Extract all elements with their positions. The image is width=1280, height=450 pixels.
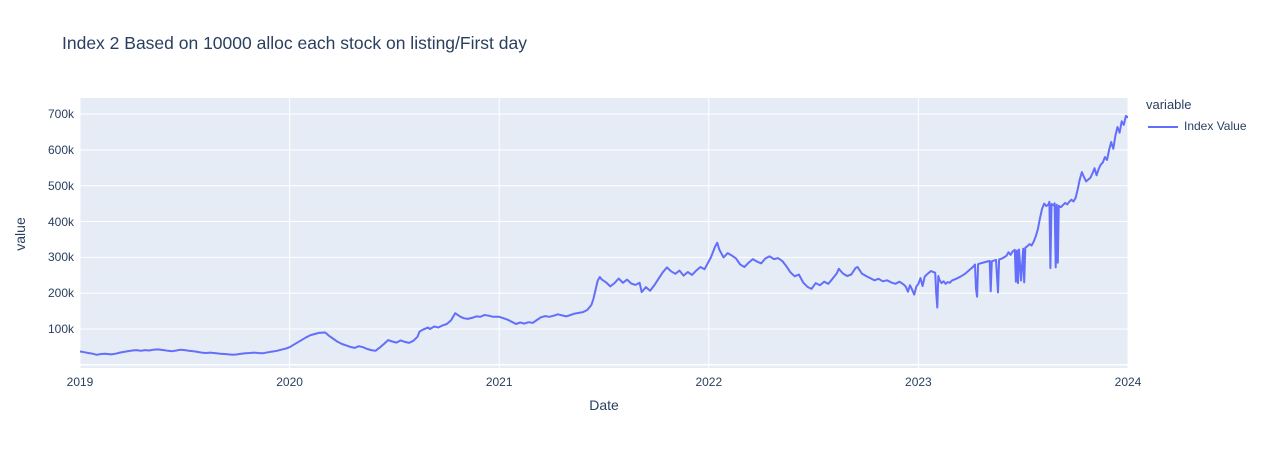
plot-area[interactable] [80, 98, 1128, 368]
index-value-line[interactable] [80, 114, 1128, 356]
chart-title: Index 2 Based on 10000 alloc each stock … [62, 33, 527, 53]
y-tick-label: 200k [47, 286, 74, 301]
x-tick-label: 2022 [695, 375, 723, 389]
x-axis-title: Date [589, 397, 619, 413]
x-tick-label: 2020 [276, 375, 303, 389]
legend-item-index-value[interactable]: Index Value [1148, 119, 1247, 134]
y-tick-label: 600k [47, 142, 74, 157]
y-tick-label: 500k [47, 178, 74, 193]
legend-title: variable [1146, 97, 1192, 112]
x-tick-label: 2019 [66, 375, 94, 389]
y-tick-label: 300k [47, 250, 74, 265]
legend-item-label: Index Value [1184, 119, 1247, 133]
legend: variable Index Value [1146, 97, 1247, 134]
x-tick-label: 2023 [905, 375, 932, 389]
y-tick-label: 100k [47, 321, 74, 336]
y-tick-label: 400k [47, 214, 74, 229]
y-axis-title: value [12, 217, 28, 251]
chart-canvas[interactable] [80, 98, 1128, 368]
x-tick-label: 2024 [1114, 375, 1142, 389]
line-swatch-icon [1148, 125, 1178, 128]
x-tick-label: 2021 [485, 375, 513, 389]
y-tick-label: 700k [47, 107, 74, 122]
